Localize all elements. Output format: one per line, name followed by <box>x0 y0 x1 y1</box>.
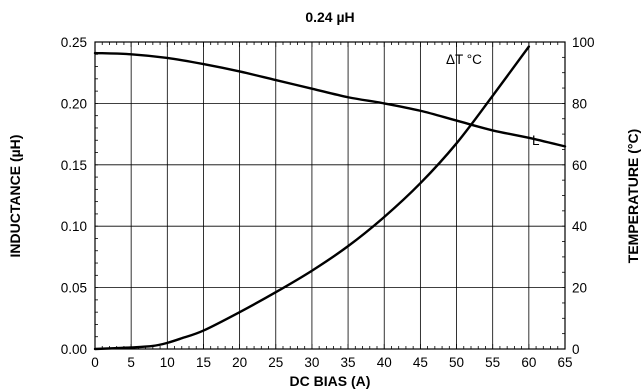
x-tick-label: 5 <box>127 355 135 370</box>
y-tick-label: 0.20 <box>61 96 87 111</box>
y2-tick-labels: 0 20 40 60 80 100 <box>572 35 595 357</box>
y-tick-labels: 0.00 0.05 0.10 0.15 0.20 0.25 <box>61 35 87 357</box>
x-tick-label: 60 <box>521 355 536 370</box>
y2-tick-label: 100 <box>572 35 595 50</box>
y2-tick-label: 0 <box>572 342 580 357</box>
x-tick-label: 0 <box>91 355 99 370</box>
x-tick-label: 55 <box>485 355 500 370</box>
y-tick-label: 0.25 <box>61 35 87 50</box>
x-tick-label: 15 <box>196 355 211 370</box>
x-tick-labels: 0 5 10 15 20 25 30 35 40 45 50 55 60 65 <box>91 355 572 370</box>
y-tick-label: 0.05 <box>61 281 87 296</box>
x-axis-label: DC BIAS (A) <box>290 373 371 389</box>
series-line-temperature <box>93 45 531 351</box>
y-tick-label: 0.00 <box>61 342 87 357</box>
x-tick-label: 20 <box>232 355 247 370</box>
x-tick-label: 65 <box>557 355 572 370</box>
x-tick-label: 25 <box>268 355 283 370</box>
y-tick-label: 0.10 <box>61 219 87 234</box>
x-tick-label: 45 <box>413 355 428 370</box>
x-tick-label: 50 <box>449 355 464 370</box>
x-tick-label: 40 <box>377 355 392 370</box>
y2-tick-label: 20 <box>572 281 587 296</box>
x-tick-label: 10 <box>160 355 175 370</box>
y-tick-label: 0.15 <box>61 158 87 173</box>
minor-ticks <box>94 41 566 350</box>
series-line-inductance <box>93 51 567 148</box>
y2-tick-label: 80 <box>572 96 587 111</box>
chart-title: 0.24 µH <box>305 9 354 25</box>
y-axis-label: INDUCTANCE (µH) <box>7 135 23 258</box>
x-tick-label: 35 <box>341 355 356 370</box>
y2-axis-label: TEMPERATURE (°C) <box>625 129 641 263</box>
series-label-inductance: L <box>532 133 540 148</box>
plot-frame <box>94 41 566 350</box>
x-tick-label: 30 <box>304 355 319 370</box>
series-lines <box>93 45 567 351</box>
series-label-temperature: ΔT °C <box>446 52 482 67</box>
y2-tick-label: 60 <box>572 158 587 173</box>
grid <box>95 42 565 349</box>
y2-tick-label: 40 <box>572 219 587 234</box>
